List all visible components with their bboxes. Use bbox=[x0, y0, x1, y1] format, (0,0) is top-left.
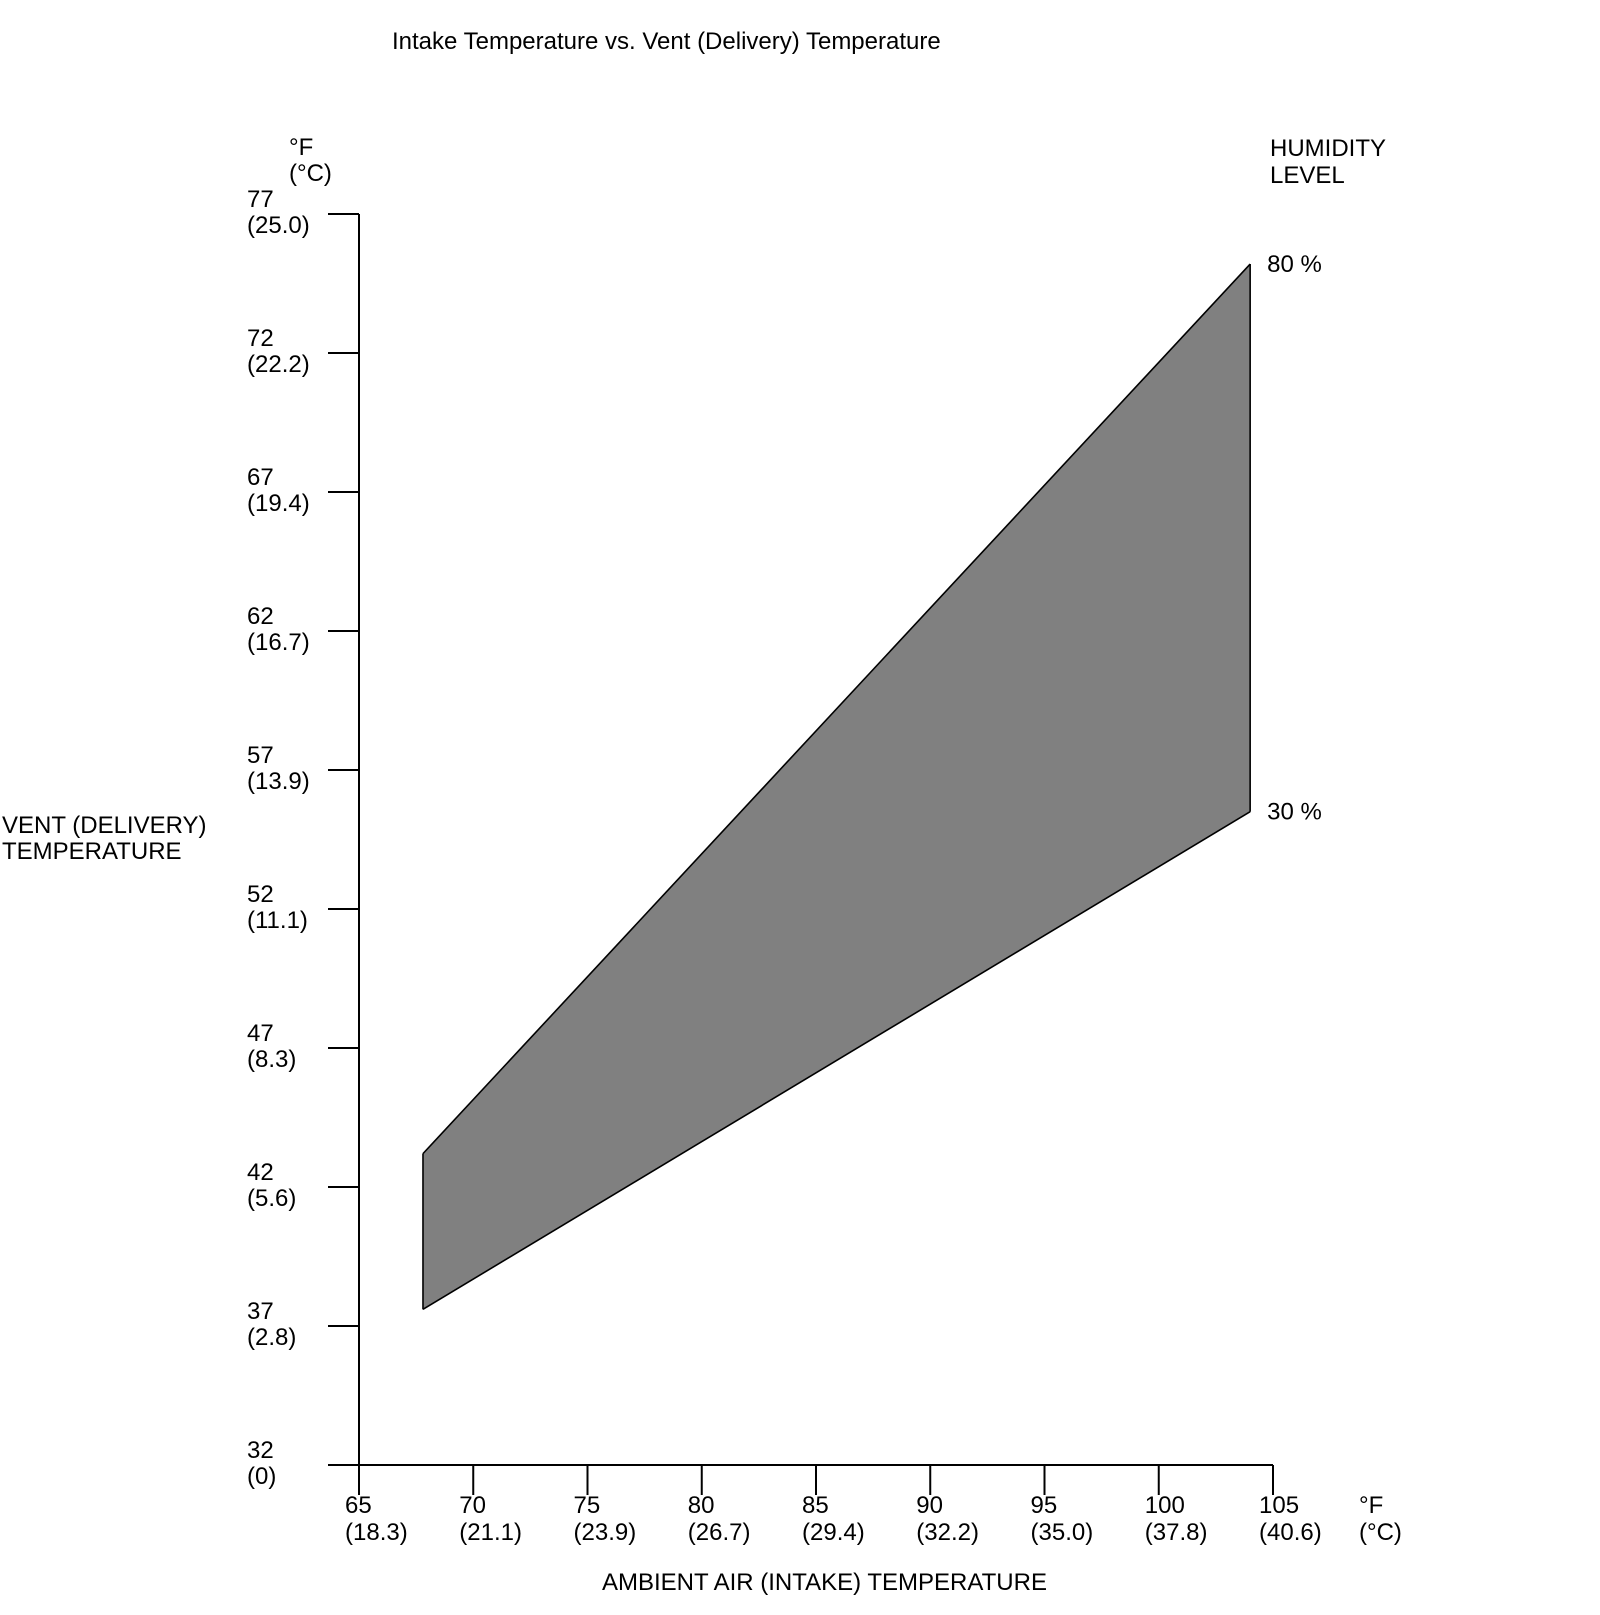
x-tick-label-c: (21.1) bbox=[459, 1519, 522, 1546]
y-tick-label-f: 37 bbox=[247, 1298, 274, 1325]
x-tick-label-f: 65 bbox=[345, 1492, 372, 1519]
y-axis-unit-c: (°C) bbox=[289, 160, 332, 187]
legend-title: HUMIDITY LEVEL bbox=[1270, 135, 1386, 189]
y-tick-label-c: (0) bbox=[247, 1463, 276, 1490]
x-tick-label-c: (32.2) bbox=[916, 1519, 979, 1546]
y-tick-label-f: 77 bbox=[247, 186, 274, 213]
y-axis-label-line-2: TEMPERATURE bbox=[2, 838, 182, 865]
y-tick-label-c: (22.2) bbox=[247, 351, 310, 378]
x-tick-label-c: (37.8) bbox=[1145, 1519, 1208, 1546]
humidity-range-band bbox=[422, 264, 1251, 1310]
x-axis-label: AMBIENT AIR (INTAKE) TEMPERATURE bbox=[602, 1569, 1047, 1596]
y-axis-label-line-1: VENT (DELIVERY) bbox=[2, 812, 207, 839]
y-tick-label-c: (11.1) bbox=[247, 907, 308, 934]
legend-title-line-2: LEVEL bbox=[1270, 162, 1345, 189]
x-tick-label-f: 90 bbox=[916, 1492, 943, 1519]
x-tick-label-c: (35.0) bbox=[1031, 1519, 1094, 1546]
y-tick-label-f: 52 bbox=[247, 881, 274, 908]
y-tick-label-f: 47 bbox=[247, 1020, 274, 1047]
x-tick-label-f: 100 bbox=[1145, 1492, 1185, 1519]
x-tick-label-f: 80 bbox=[688, 1492, 715, 1519]
x-tick-label-c: (18.3) bbox=[345, 1519, 408, 1546]
x-tick-label-f: 70 bbox=[459, 1492, 486, 1519]
series-line-humidity-30 bbox=[422, 811, 1251, 1311]
y-tick-label-f: 32 bbox=[247, 1437, 274, 1464]
y-tick-label-f: 57 bbox=[247, 742, 274, 769]
y-tick-label-f: 67 bbox=[247, 464, 274, 491]
y-tick-label-c: (5.6) bbox=[247, 1185, 296, 1212]
x-tick-label-f: 95 bbox=[1031, 1492, 1058, 1519]
legend-title-line-1: HUMIDITY bbox=[1270, 135, 1386, 162]
x-axis-unit-c: (°C) bbox=[1359, 1519, 1402, 1546]
y-tick-label-f: 62 bbox=[247, 603, 274, 630]
series-label-humidity-80: 80 % bbox=[1267, 251, 1322, 278]
y-axis-unit: °F (°C) bbox=[289, 134, 332, 187]
y-tick-label-c: (13.9) bbox=[247, 768, 310, 795]
y-tick-label-c: (2.8) bbox=[247, 1324, 296, 1351]
y-tick-label-c: (25.0) bbox=[247, 212, 310, 239]
x-tick-label-c: (23.9) bbox=[574, 1519, 637, 1546]
y-tick-label-f: 42 bbox=[247, 1159, 274, 1186]
chart-title: Intake Temperature vs. Vent (Delivery) T… bbox=[392, 28, 941, 55]
x-axis-unit-f: °F bbox=[1359, 1492, 1383, 1519]
series-label-humidity-30: 30 % bbox=[1267, 799, 1322, 826]
y-tick-label-f: 72 bbox=[247, 325, 274, 352]
x-tick-label-f: 75 bbox=[574, 1492, 601, 1519]
series-line-humidity-80 bbox=[422, 263, 1251, 1155]
x-tick-label-c: (29.4) bbox=[802, 1519, 865, 1546]
x-axis-unit: °F (°C) bbox=[1359, 1492, 1402, 1546]
y-tick-label-c: (8.3) bbox=[247, 1046, 296, 1073]
x-tick-label-f: 85 bbox=[802, 1492, 829, 1519]
x-tick-label-c: (26.7) bbox=[688, 1519, 751, 1546]
x-tick-label-c: (40.6) bbox=[1259, 1519, 1322, 1546]
y-axis-label: VENT (DELIVERY) TEMPERATURE bbox=[2, 812, 207, 865]
x-tick-label-f: 105 bbox=[1259, 1492, 1299, 1519]
y-tick-label-c: (16.7) bbox=[247, 629, 310, 656]
y-axis-unit-f: °F bbox=[289, 134, 313, 161]
y-tick-label-c: (19.4) bbox=[247, 490, 310, 517]
